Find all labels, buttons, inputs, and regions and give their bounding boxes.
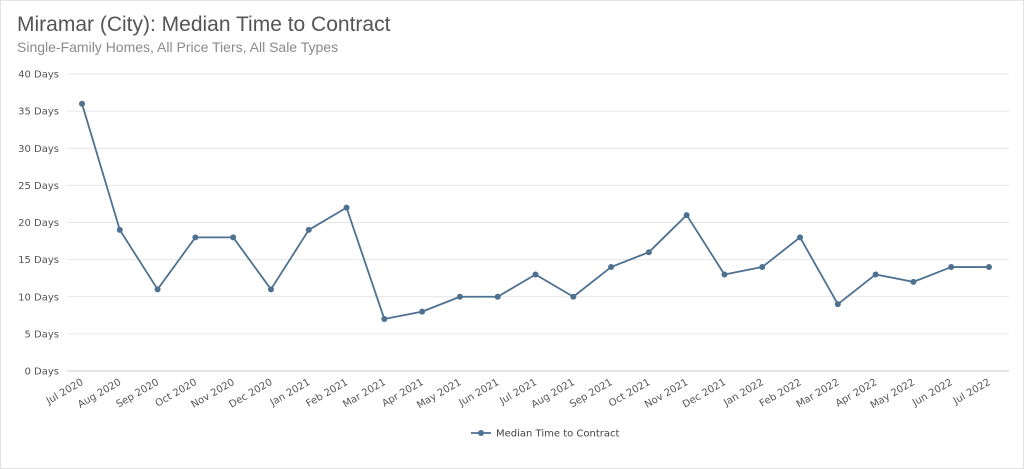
y-tick-label: 10 Days <box>18 292 59 303</box>
x-tick-label: Dec 2020 <box>227 377 274 411</box>
chart-subtitle: Single-Family Homes, All Price Tiers, Al… <box>17 39 339 55</box>
data-point <box>230 234 237 241</box>
x-tick-label: Dec 2021 <box>681 377 728 411</box>
legend-swatch-marker <box>478 430 484 436</box>
x-tick-label: Sep 2020 <box>114 377 161 410</box>
series-line <box>81 103 989 320</box>
data-point <box>305 226 312 233</box>
data-point <box>419 308 426 315</box>
y-tick-label: 40 Days <box>18 70 59 81</box>
data-point <box>910 278 917 285</box>
data-point <box>797 234 804 241</box>
x-tick-label: Jun 2021 <box>457 377 502 409</box>
data-point <box>645 249 652 256</box>
y-tick-label: 35 Days <box>18 107 59 118</box>
data-point <box>456 293 463 300</box>
y-tick-label: 0 Days <box>25 367 60 378</box>
data-point <box>759 264 766 271</box>
data-point <box>570 293 577 300</box>
x-tick-label: Jan 2022 <box>721 377 766 409</box>
data-point <box>532 271 539 278</box>
data-point <box>986 264 992 271</box>
x-tick-label: Sep 2021 <box>568 377 615 410</box>
x-tick-label: Mar 2021 <box>341 377 388 410</box>
y-tick-label: 20 Days <box>18 218 59 229</box>
data-point <box>721 271 728 278</box>
chart-title: Miramar (City): Median Time to Contract <box>17 13 391 36</box>
data-point <box>381 316 388 323</box>
data-point <box>267 286 274 293</box>
legend-label: Median Time to Contract <box>496 429 620 440</box>
x-tick-label: Jun 2022 <box>910 377 955 409</box>
data-point <box>116 226 123 233</box>
data-point <box>192 234 199 241</box>
y-tick-label: 15 Days <box>18 255 59 266</box>
data-point <box>872 271 879 278</box>
data-point <box>79 100 85 107</box>
data-point <box>494 293 501 300</box>
y-tick-label: 30 Days <box>18 144 59 155</box>
x-tick-label: Jan 2021 <box>268 377 313 409</box>
data-point <box>154 286 161 293</box>
x-tick-label: Mar 2022 <box>795 377 842 410</box>
data-point <box>834 301 841 308</box>
data-point <box>343 204 350 211</box>
y-tick-label: 25 Days <box>18 181 59 192</box>
x-tick-label: Jul 2022 <box>951 377 993 407</box>
y-tick-label: 5 Days <box>25 329 60 340</box>
data-point <box>683 212 690 219</box>
data-point <box>948 264 955 271</box>
data-point <box>608 264 615 271</box>
